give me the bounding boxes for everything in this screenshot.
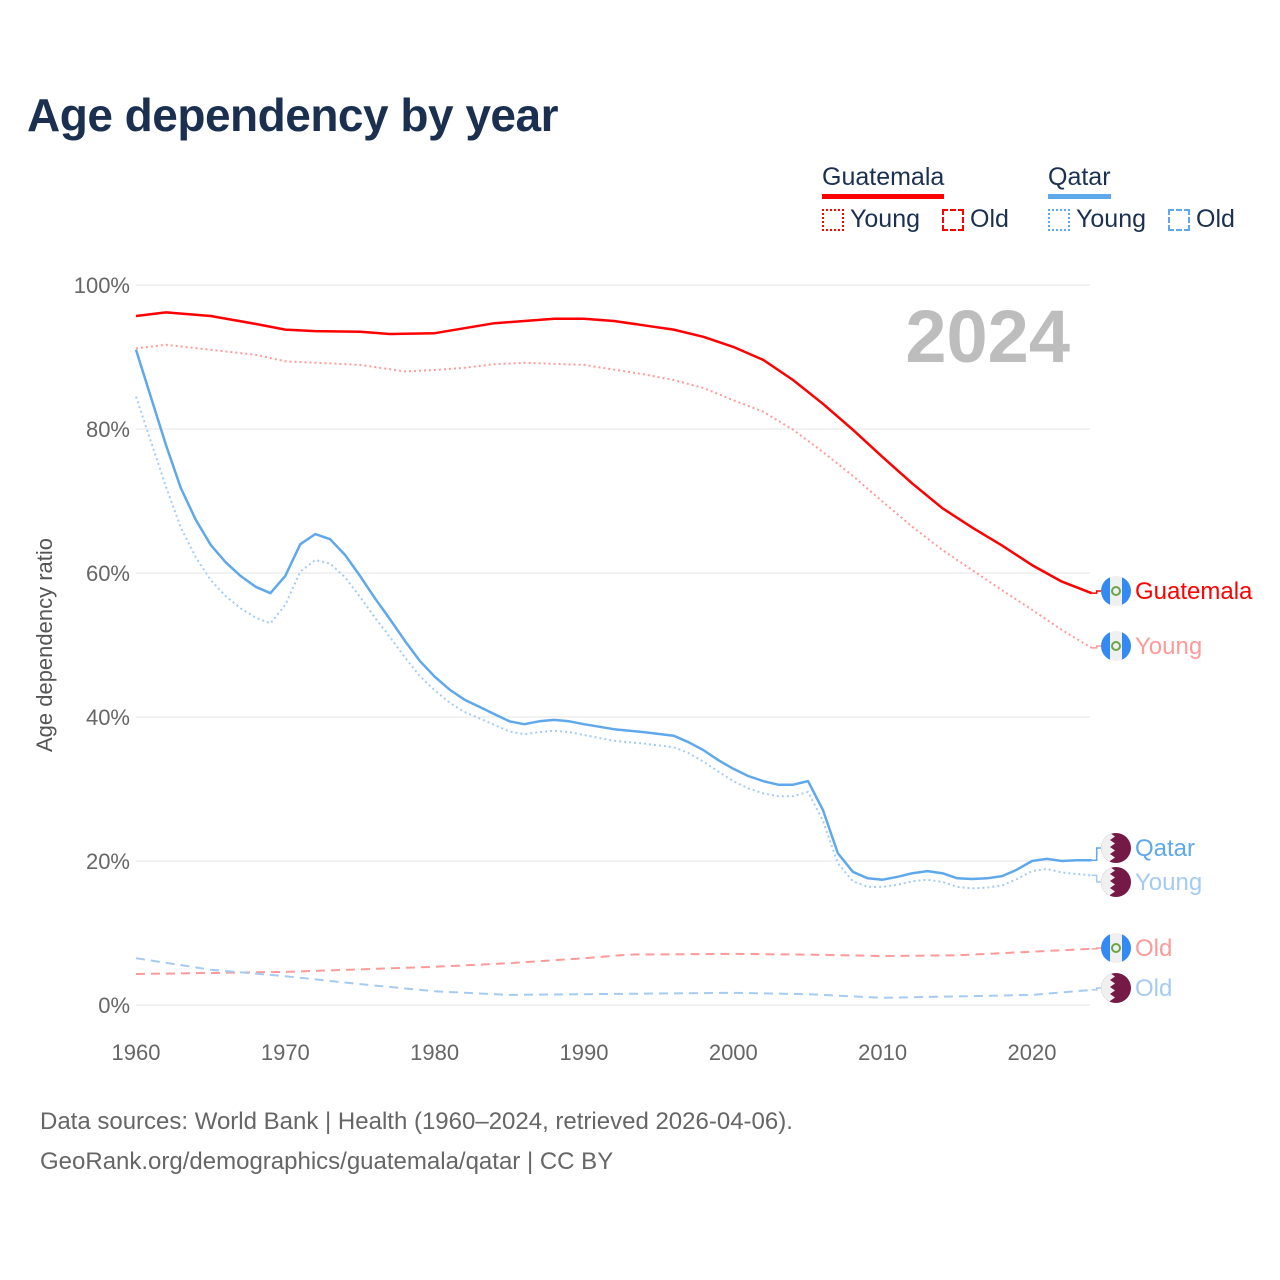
qatar-flag-icon xyxy=(1101,867,1131,897)
legend-label: Old xyxy=(970,205,1009,233)
legend-label: Young xyxy=(850,205,920,233)
label-connector xyxy=(1091,874,1104,883)
end-label-guatemala: Guatemala xyxy=(1135,578,1253,605)
legend-label: Old xyxy=(1196,205,1235,233)
chart-title: Age dependency by year xyxy=(27,89,558,141)
y-tick-label: 0% xyxy=(98,993,130,1018)
legend-qatar-young[interactable]: Young xyxy=(1048,205,1146,234)
qatar-flag-icon xyxy=(1101,833,1131,863)
end-label-qatar-old: Old xyxy=(1135,975,1172,1002)
series-line-guatemala xyxy=(135,311,1093,595)
legend-guatemala[interactable]: Guatemala xyxy=(822,163,945,199)
label-connector xyxy=(1091,645,1104,649)
legend-guatemala-old[interactable]: Old xyxy=(942,205,1009,234)
series-line-qatar-young xyxy=(135,396,1092,890)
x-tick-label: 1980 xyxy=(410,1040,459,1065)
year-watermark: 2024 xyxy=(905,295,1070,378)
dotted-swatch-icon xyxy=(1048,208,1070,231)
guatemala-flag-icon xyxy=(1101,631,1131,661)
y-axis-label: Age dependency ratio xyxy=(32,538,57,752)
qatar-flag-icon xyxy=(1101,973,1131,1003)
x-tick-label: 2020 xyxy=(1007,1040,1056,1065)
guatemala-flag-icon xyxy=(1101,576,1131,606)
y-tick-label: 20% xyxy=(86,849,130,874)
x-tick-label: 1970 xyxy=(261,1040,310,1065)
y-tick-label: 40% xyxy=(86,705,130,730)
y-tick-label: 60% xyxy=(86,561,130,586)
dotted-swatch-icon xyxy=(822,208,844,231)
dashed-swatch-icon xyxy=(1168,208,1190,231)
label-connector xyxy=(1091,847,1104,862)
series-line-guatemala-young xyxy=(135,343,1093,649)
y-tick-label: 80% xyxy=(86,417,130,442)
end-label-qatar-young: Young xyxy=(1135,869,1202,896)
x-tick-label: 1960 xyxy=(112,1040,161,1065)
legend-label: Young xyxy=(1076,205,1146,233)
label-connector xyxy=(1091,590,1104,594)
label-connector xyxy=(1091,947,1104,950)
end-label-guatemala-old: Old xyxy=(1135,935,1172,962)
label-connector xyxy=(1091,987,1104,991)
footer-sources: Data sources: World Bank | Health (1960–… xyxy=(40,1108,793,1135)
end-label-guatemala-young: Young xyxy=(1135,633,1202,660)
dashed-swatch-icon xyxy=(942,208,964,231)
series-line-qatar xyxy=(134,349,1092,881)
end-label-qatar: Qatar xyxy=(1135,835,1195,862)
x-tick-label: 1990 xyxy=(560,1040,609,1065)
guatemala-flag-icon xyxy=(1101,933,1131,963)
x-tick-label: 2000 xyxy=(709,1040,758,1065)
footer-link[interactable]: GeoRank.org/demographics/guatemala/qatar… xyxy=(40,1148,614,1175)
series-line-guatemala-old xyxy=(135,947,1092,975)
legend-qatar-old[interactable]: Old xyxy=(1168,205,1235,234)
y-tick-label: 100% xyxy=(74,273,130,298)
series-line-qatar-old xyxy=(135,957,1092,999)
x-tick-label: 2010 xyxy=(858,1040,907,1065)
legend-qatar[interactable]: Qatar xyxy=(1048,163,1111,199)
legend-guatemala-young[interactable]: Young xyxy=(822,205,920,234)
